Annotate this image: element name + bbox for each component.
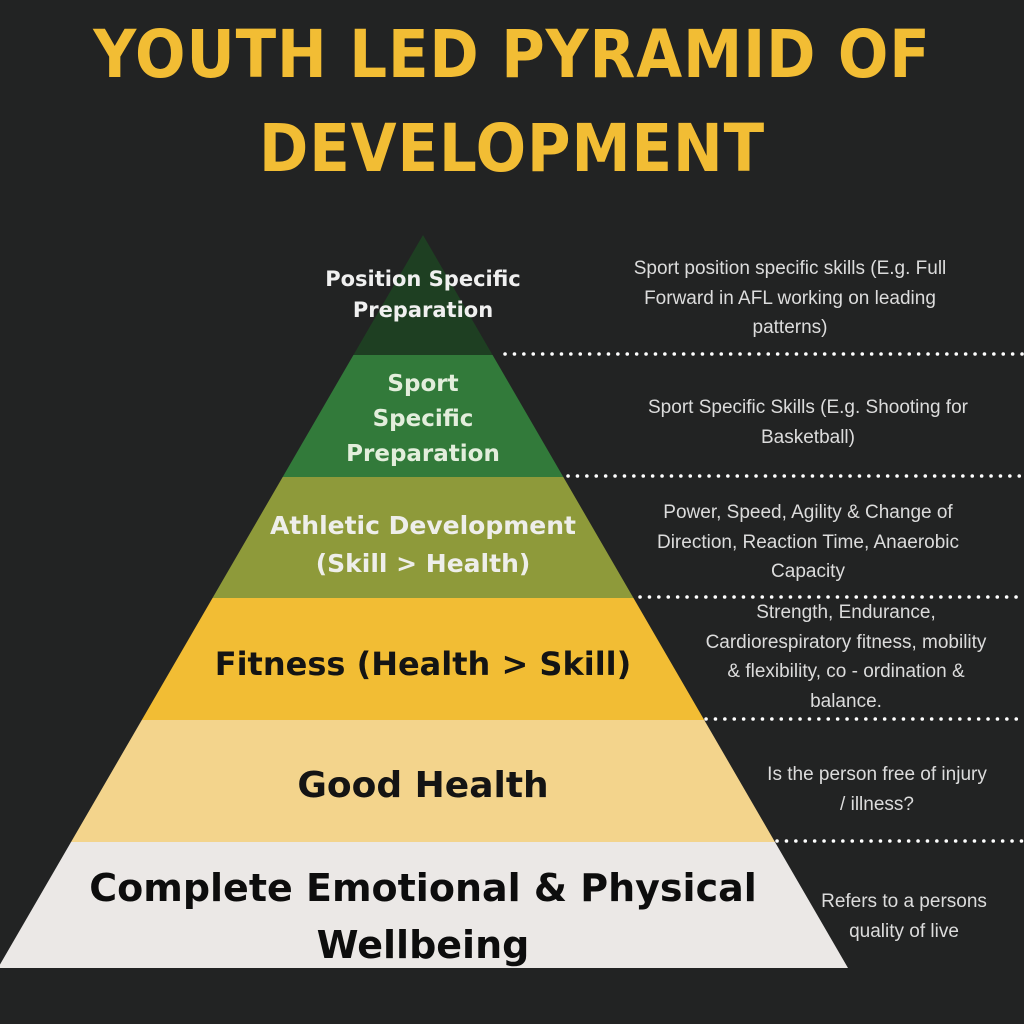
layer-label-line: Fitness (Health > Skill) <box>214 645 632 683</box>
description-line: quality of live <box>849 920 959 942</box>
layer-label-line: Wellbeing <box>316 923 530 967</box>
pyramid-layer-1 <box>353 235 493 355</box>
layer-description-6: Refers to a persons quality of live <box>821 887 987 946</box>
layer-description-5: Is the person free of injury / illness? <box>767 760 987 819</box>
layer-label-3: Athletic Development (Skill > Health) <box>270 507 576 583</box>
pyramid-layer-6 <box>0 842 848 968</box>
pyramid-layer-2 <box>282 355 564 477</box>
layer-label-line: Specific <box>372 406 474 432</box>
description-line: Capacity <box>771 561 845 582</box>
layer-label-line: Good Health <box>297 765 549 806</box>
layer-label-line: Complete Emotional & Physical <box>89 866 757 910</box>
pyramid-layer-3 <box>212 477 634 598</box>
description-line: balance. <box>810 690 882 712</box>
layer-label-2: Sport Specific Preparation <box>346 367 500 472</box>
layer-label-4: Fitness (Health > Skill) <box>215 644 632 684</box>
description-line: Power, Speed, Agility & Change of <box>663 502 953 523</box>
layer-label-line: (Skill > Health) <box>315 549 531 578</box>
description-line: Sport Specific Skills (E.g. Shooting for <box>648 397 968 418</box>
layer-label-line: Preparation <box>352 298 494 322</box>
layer-label-line: Preparation <box>346 441 500 467</box>
layer-description-2: Sport Specific Skills (E.g. Shooting for… <box>648 393 968 452</box>
description-line: & flexibility, co - ordination & <box>727 661 965 682</box>
layer-label-5: Good Health <box>297 764 548 808</box>
layer-label-line: Sport <box>387 371 459 397</box>
title-line-2: DEVELOPMENT <box>258 110 766 187</box>
description-line: Is the person free of injury <box>767 764 987 785</box>
description-line: Strength, Endurance, <box>756 602 936 623</box>
description-line: Forward in AFL working on leading <box>644 287 936 309</box>
description-line: / illness? <box>840 793 914 815</box>
layer-description-1: Sport position specific skills (E.g. Ful… <box>634 254 947 343</box>
title-line-1: YOUTH LED PYRAMID OF <box>93 16 931 93</box>
layer-description-3: Power, Speed, Agility & Change of Directi… <box>657 498 959 587</box>
description-line: Sport position specific skills (E.g. Ful… <box>633 258 947 279</box>
description-line: Direction, Reaction Time, Anaerobic <box>656 531 960 553</box>
pyramid-layer-4 <box>141 598 705 720</box>
pyramid-layer-5 <box>71 720 775 842</box>
description-line: patterns) <box>752 317 828 338</box>
description-line: Refers to a persons <box>821 891 987 912</box>
layer-label-6: Complete Emotional & Physical Wellbeing <box>89 860 757 974</box>
layer-description-4: Strength, Endurance, Cardiorespiratory fi… <box>706 598 987 716</box>
description-line: Basketball) <box>760 426 855 448</box>
description-line: Cardiorespiratory fitness, mobility <box>705 631 987 653</box>
layer-label-1: Position Specific Preparation <box>325 264 521 326</box>
layer-label-line: Athletic Development <box>269 511 577 540</box>
layer-label-line: Position Specific <box>325 267 521 291</box>
